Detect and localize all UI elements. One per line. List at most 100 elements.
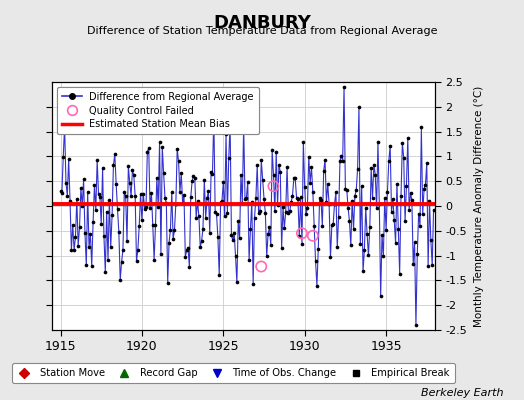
Point [239,122,248,128]
Point [263,253,271,260]
Point [428,262,436,268]
Text: Berkeley Earth: Berkeley Earth [421,388,503,398]
Point [383,189,391,195]
Point [295,232,303,239]
Point [310,222,319,229]
Point [341,186,350,192]
Point [419,211,427,217]
Point [257,157,266,164]
Point [215,272,223,279]
Point [196,244,204,250]
Point [97,221,105,227]
Point [339,158,347,164]
Point [375,201,384,208]
Point [81,230,89,236]
Legend: Difference from Regional Average, Quality Control Failed, Estimated Station Mean: Difference from Regional Average, Qualit… [57,87,259,134]
Point [429,206,438,213]
Point [80,176,88,182]
Point [111,151,119,157]
Point [337,153,345,159]
Point [322,199,331,206]
Point [323,181,332,187]
Legend: Station Move, Record Gap, Time of Obs. Change, Empirical Break: Station Move, Record Gap, Time of Obs. C… [12,363,455,383]
Point [421,182,430,188]
Point [58,190,66,196]
Point [378,232,386,238]
Point [414,210,423,217]
Point [363,231,372,237]
Point [64,156,73,162]
Point [311,258,320,264]
Point [256,207,264,214]
Point [63,192,71,199]
Point [287,199,296,206]
Point [146,205,154,211]
Point [151,222,160,228]
Point [424,263,432,269]
Point [297,194,305,201]
Point [254,210,263,216]
Point [168,189,176,195]
Y-axis label: Monthly Temperature Anomaly Difference (°C): Monthly Temperature Anomaly Difference (… [474,85,484,327]
Point [101,269,110,275]
Point [280,225,289,232]
Point [128,167,137,174]
Point [119,246,127,253]
Point [150,257,158,263]
Point [212,211,221,218]
Point [244,178,252,185]
Point [202,215,210,221]
Point [208,171,216,177]
Point [104,256,112,263]
Point [181,254,190,260]
Point [298,241,306,247]
Point [309,189,317,195]
Point [416,222,424,229]
Point [351,192,359,199]
Point [235,234,244,241]
Point [408,197,416,204]
Point [108,212,116,219]
Point [214,234,222,240]
Point [410,239,419,246]
Point [300,184,309,190]
Point [334,213,343,220]
Point [218,198,226,204]
Point [325,201,333,208]
Point [78,203,86,209]
Point [143,148,151,155]
Point [237,171,245,178]
Point [109,162,117,169]
Point [124,163,133,170]
Point [156,139,164,145]
Point [261,210,269,216]
Point [252,195,260,202]
Point [105,196,114,203]
Point [99,165,107,172]
Point [113,206,122,213]
Point [246,226,255,232]
Point [332,189,340,195]
Point [284,210,292,216]
Point [163,279,172,286]
Point [313,283,321,289]
Point [306,179,314,186]
Point [115,229,123,236]
Point [77,185,85,191]
Point [245,257,253,263]
Point [420,186,428,192]
Point [405,206,413,213]
Point [370,162,378,168]
Point [90,182,99,188]
Point [427,237,435,244]
Point [399,155,408,161]
Point [326,254,335,260]
Point [173,146,181,152]
Point [260,195,268,202]
Point [172,200,180,207]
Point [382,226,390,233]
Point [94,191,103,197]
Point [347,242,355,249]
Point [357,182,366,189]
Point [253,162,261,168]
